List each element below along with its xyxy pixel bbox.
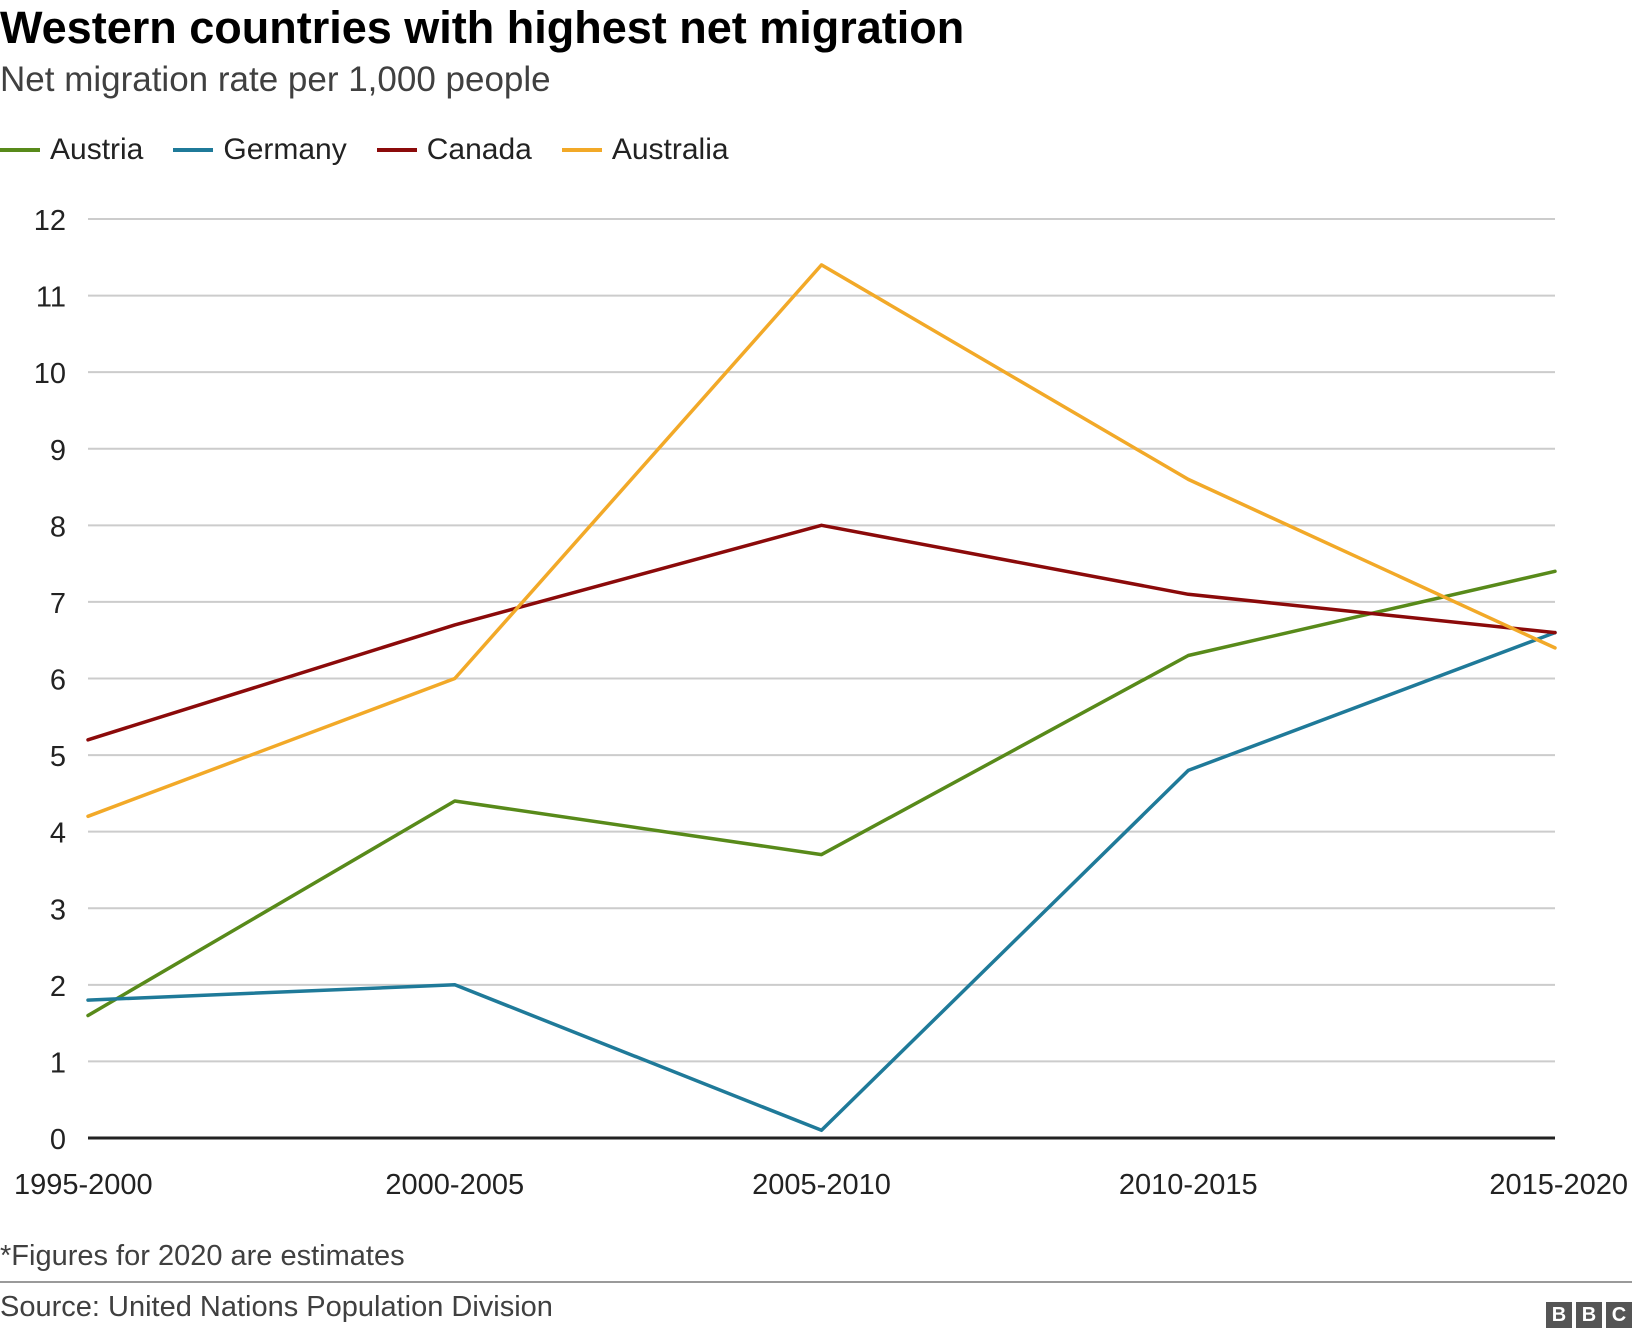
y-tick-label: 12 (34, 205, 66, 237)
logo-letter: C (1606, 1302, 1632, 1328)
x-tick-label: 2015-2020 (1489, 1169, 1628, 1201)
legend-item: Austria (0, 133, 143, 167)
legend-item: Canada (376, 133, 532, 167)
y-tick-label: 2 (50, 971, 66, 1003)
logo-letter: B (1546, 1302, 1572, 1328)
legend-swatch (376, 148, 417, 152)
legend-label: Australia (611, 133, 729, 166)
legend-swatch (561, 148, 602, 152)
y-tick-label: 5 (50, 741, 66, 773)
chart-title: Western countries with highest net migra… (0, 2, 965, 53)
legend-swatch (173, 148, 214, 152)
legend-label: Austria (50, 133, 144, 166)
y-tick-label: 3 (50, 894, 66, 926)
legend-label: Canada (426, 133, 532, 166)
y-tick-label: 6 (50, 665, 66, 697)
legend-swatch (0, 148, 40, 152)
y-tick-label: 4 (50, 818, 66, 850)
series-line-germany (86, 630, 1557, 1133)
y-tick-label: 9 (50, 435, 66, 467)
footer-divider (0, 1281, 1632, 1283)
source-text: Source: United Nations Population Divisi… (0, 1291, 553, 1323)
chart-subtitle: Net migration rate per 1,000 people (0, 60, 551, 99)
x-tick-label: 1995-2000 (14, 1169, 153, 1201)
legend-item: Australia (561, 133, 729, 167)
y-tick-label: 1 (50, 1047, 66, 1079)
series-line-austria (86, 569, 1557, 1018)
series-line-australia (86, 263, 1557, 819)
legend-label: Germany (223, 133, 347, 166)
y-tick-label: 8 (50, 511, 66, 543)
legend: Austria Germany Canada Australia (0, 133, 759, 167)
footnote: *Figures for 2020 are estimates (0, 1240, 405, 1272)
y-tick-label: 10 (34, 358, 66, 390)
logo-letter: B (1576, 1302, 1602, 1328)
y-tick-label: 7 (50, 588, 66, 620)
y-tick-label: 0 (50, 1124, 66, 1156)
y-tick-label: 11 (36, 282, 66, 314)
x-tick-label: 2005-2010 (752, 1169, 891, 1201)
x-tick-label: 2010-2015 (1119, 1169, 1258, 1201)
x-tick-label: 2000-2005 (385, 1169, 524, 1201)
series-line-canada (86, 523, 1557, 742)
legend-item: Germany (173, 133, 347, 167)
